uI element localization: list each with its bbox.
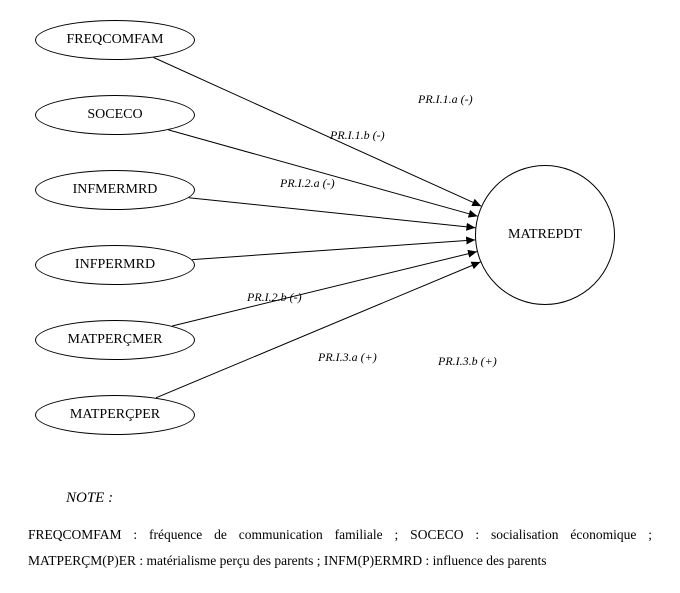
node-freqcomfam: FREQCOMFAM (35, 20, 195, 60)
node-label: FREQCOMFAM (67, 32, 164, 48)
edge-arrow (172, 252, 477, 326)
node-infpermrd: INFPERMRD (35, 245, 195, 285)
node-label: MATREPDT (508, 227, 582, 243)
edge-label-pr11b: PR.I.1.b (-) (330, 128, 385, 143)
node-matpercper: MATPERÇPER (35, 395, 195, 435)
edge-label-pr12b: PR.I.2.b (-) (247, 290, 302, 305)
edge-arrow (192, 240, 475, 260)
node-label: INFPERMRD (75, 257, 155, 273)
note-heading: NOTE : (66, 490, 113, 507)
node-label: MATPERÇMER (68, 332, 163, 348)
node-soceco: SOCECO (35, 95, 195, 135)
edge-label-pr12a: PR.I.2.a (-) (280, 176, 335, 191)
node-label: MATPERÇPER (70, 407, 160, 423)
node-matrepdt: MATREPDT (475, 165, 615, 305)
diagram-canvas: { "layout": { "width": 680, "height": 59… (0, 0, 680, 593)
node-infmermrd: INFMERMRD (35, 170, 195, 210)
edge-label-pr13b: PR.I.3.b (+) (438, 354, 497, 369)
edge-label-pr11a: PR.I.1.a (-) (418, 92, 473, 107)
edge-arrow (189, 198, 476, 228)
node-matpercmer: MATPERÇMER (35, 320, 195, 360)
edge-arrow (168, 130, 477, 216)
node-label: INFMERMRD (73, 182, 158, 198)
note-body: FREQCOMFAM : fréquence de communication … (28, 522, 652, 573)
node-label: SOCECO (87, 107, 142, 123)
edge-label-pr13a: PR.I.3.a (+) (318, 350, 377, 365)
edge-arrow (156, 262, 480, 398)
